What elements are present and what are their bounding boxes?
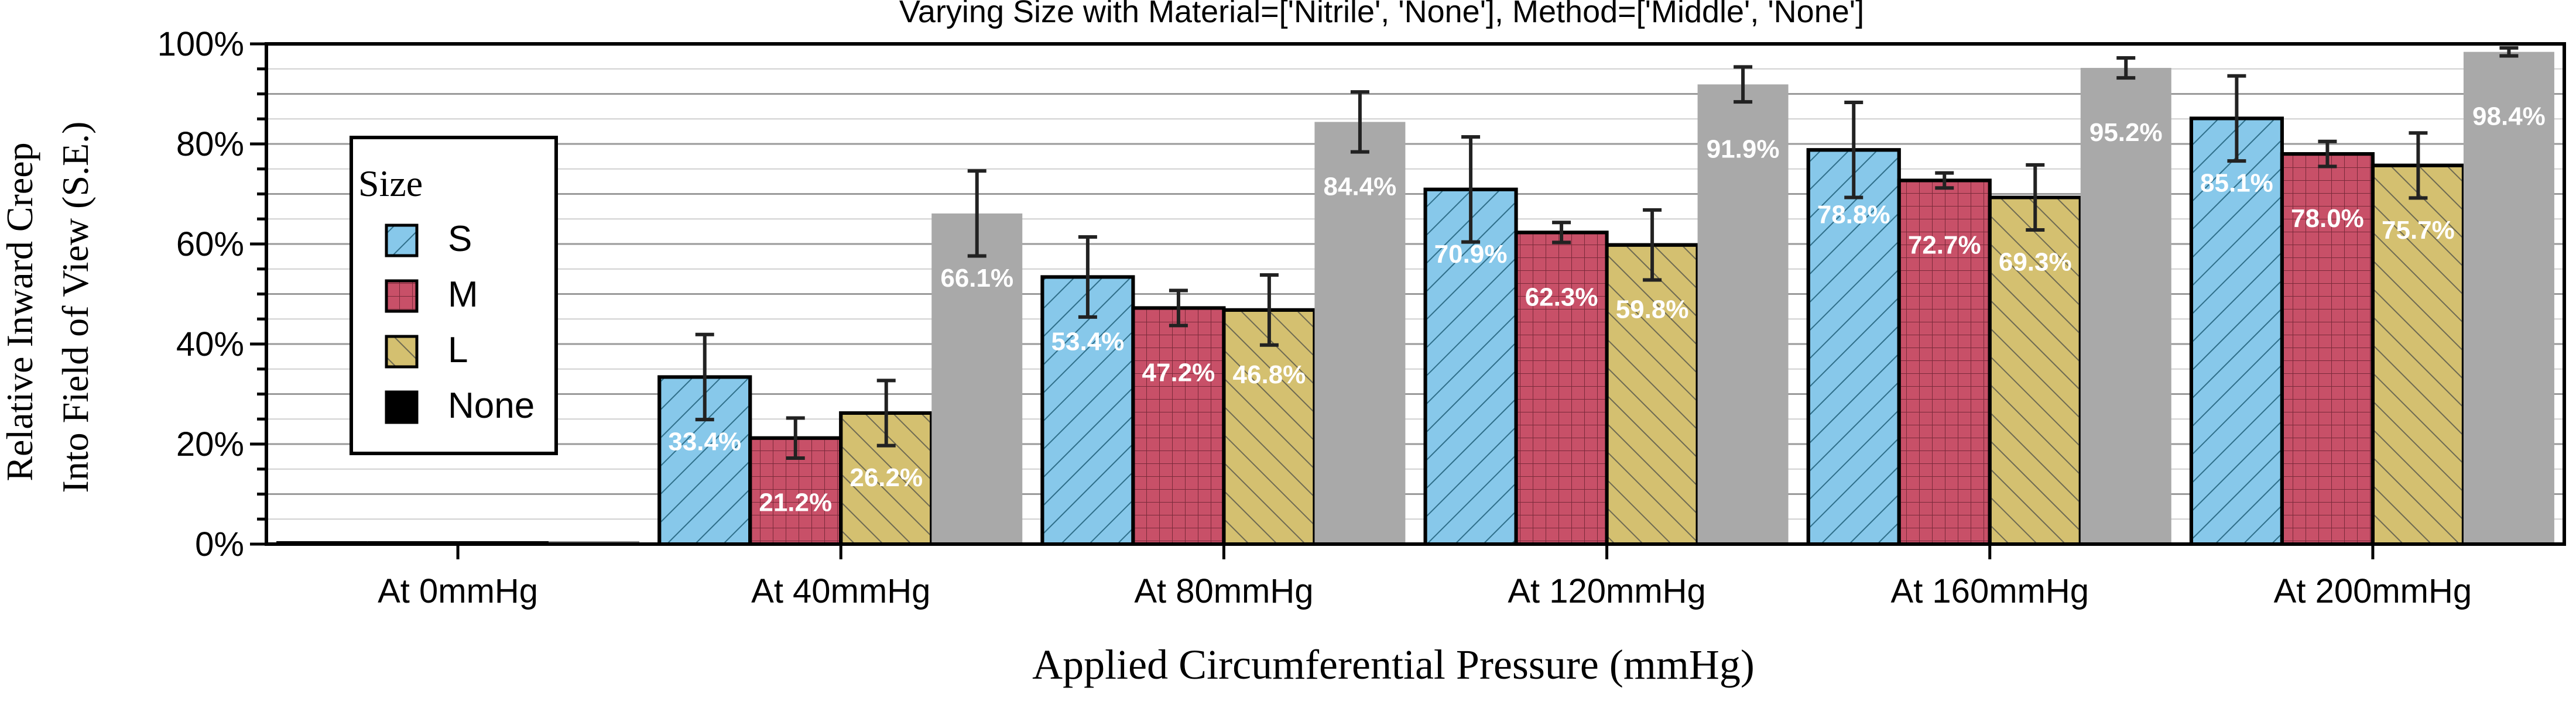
legend-swatch-none [385,390,419,424]
y-tick-label: 0% [195,525,244,563]
bar-hatch [1423,187,1518,546]
y-tick-label: 20% [176,425,244,463]
bar-hatch [1514,231,1609,546]
data-label: 47.2% [1142,358,1215,387]
bar-none [2463,51,2554,545]
x-axis-label: Applied Circumferential Pressure (mmHg) [1032,641,1755,688]
data-label: 85.1% [2200,168,2273,197]
x-tick-label: At 40mmHg [751,572,930,610]
plot-frame [265,42,2566,546]
data-label: 75.7% [2382,216,2455,245]
data-label: 53.4% [1051,327,1125,356]
x-tick-label: At 120mmHg [1508,572,1705,610]
data-label: 21.2% [759,489,832,517]
x-tick-label: At 200mmHg [2274,572,2472,610]
y-axis-label-line-1: Relative Inward Creep [0,142,40,481]
bar-hatch [1605,243,1700,546]
data-label: 72.7% [1908,231,1981,259]
data-label: 84.4% [1324,172,1397,201]
legend-label: S [448,219,472,259]
data-label: 46.8% [1233,360,1306,389]
bar-hatch [1131,306,1226,546]
chart-title: Varying Size with Material=['Nitrile', '… [899,0,1864,29]
bar-none [1314,122,1406,544]
legend-swatch-hatch [385,335,419,369]
plot-area: 0% 20% 40% 60% 80% 100% At 0mmHg 33.4% 21.2% 26.2… [157,25,2566,610]
legend-label: None [448,386,535,426]
y-tick-label: 60% [176,225,244,263]
y-tick-label: 80% [176,125,244,163]
legend-swatch-hatch [385,279,419,313]
data-label: 78.8% [1817,200,1890,229]
legend-label: M [448,274,478,315]
data-label: 69.3% [1999,247,2072,276]
data-label: 95.2% [2089,118,2163,147]
y-axis-label-line-2: Into Field of View (S.E.) [54,122,96,493]
data-label: 91.9% [1707,135,1780,163]
data-label: 59.8% [1616,295,1689,324]
y-axis-label: Relative Inward Creep Into Field of View… [0,122,96,493]
x-tick-label: At 80mmHg [1134,572,1313,610]
legend-swatch-hatch [385,223,419,257]
x-tick-label: At 0mmHg [378,572,538,610]
bar-hatch [2371,163,2465,546]
y-tick-label: 100% [157,25,244,63]
data-label: 33.4% [668,427,741,456]
data-label: 26.2% [849,463,923,492]
legend: Size SML None [350,136,558,455]
data-label: 66.1% [940,264,1013,293]
bar-none [1697,84,1789,544]
y-tick-label: 40% [176,325,244,363]
bar-none [2080,68,2171,545]
bar-hatch [1040,275,1135,546]
bar-none [931,213,1023,545]
legend-title: Size [358,163,423,204]
data-label: 62.3% [1525,283,1598,311]
data-label: 78.0% [2291,204,2364,233]
data-label: 70.9% [1434,240,1508,269]
legend-label: L [448,330,468,370]
data-label: 98.4% [2472,102,2546,131]
x-tick-label: At 160mmHg [1891,572,2089,610]
